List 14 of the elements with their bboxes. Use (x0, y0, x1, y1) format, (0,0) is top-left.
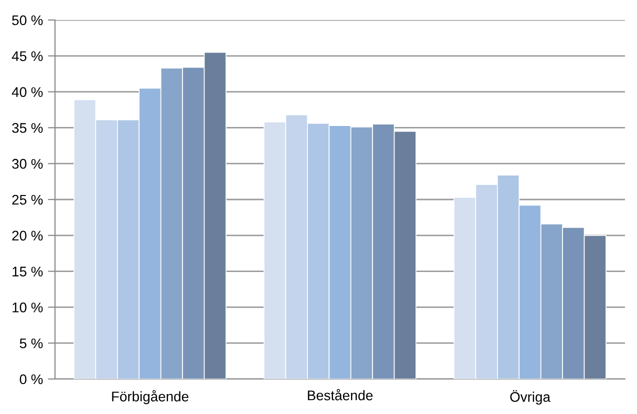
y-tick-label: 50 % (12, 15, 43, 26)
y-tick-label: 15 % (12, 266, 43, 276)
y-tick-label: 40 % (12, 87, 43, 97)
x-tick-label: Förbigående (112, 390, 188, 404)
x-tick-label: Bestående (308, 388, 373, 400)
y-tick-label: 0 % (20, 374, 43, 384)
x-tick-label: Övriga (510, 390, 550, 405)
y-tick-label: 10 % (12, 302, 43, 312)
y-tick-label: 5 % (20, 338, 43, 348)
y-tick-label: 25 % (12, 194, 43, 205)
y-tick-label: 45 % (12, 51, 43, 62)
y-tick-label: 20 % (12, 230, 43, 241)
y-tick-label: 35 % (12, 123, 43, 133)
y-tick-label: 30 % (12, 158, 43, 169)
